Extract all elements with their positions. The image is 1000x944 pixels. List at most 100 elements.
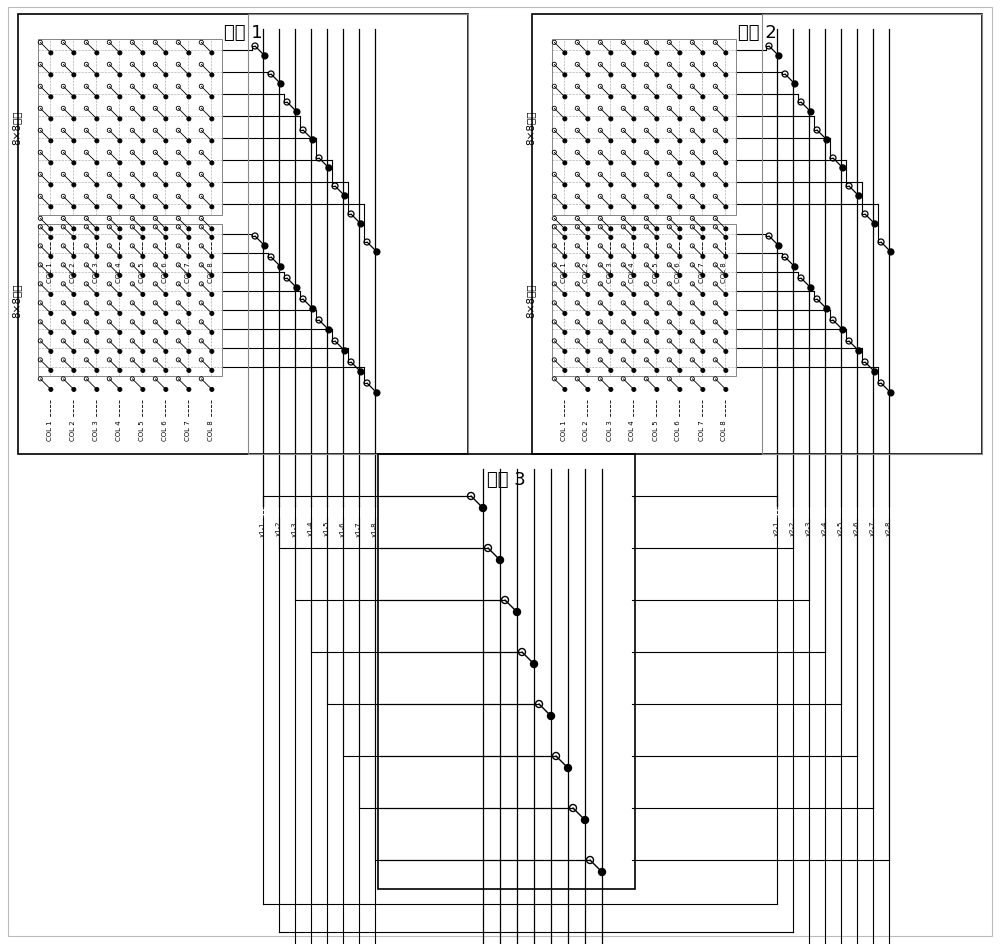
Circle shape	[164, 388, 168, 392]
Text: COL 7: COL 7	[185, 261, 191, 282]
Circle shape	[808, 286, 814, 292]
Circle shape	[563, 331, 567, 335]
Circle shape	[655, 140, 659, 143]
Circle shape	[187, 350, 191, 354]
Text: COL 8: COL 8	[208, 419, 214, 440]
Circle shape	[164, 369, 168, 373]
Circle shape	[294, 286, 300, 292]
Circle shape	[210, 312, 214, 316]
Circle shape	[678, 228, 682, 231]
Circle shape	[342, 194, 348, 200]
Circle shape	[678, 183, 682, 188]
Circle shape	[164, 183, 168, 188]
Circle shape	[187, 255, 191, 260]
Circle shape	[586, 274, 590, 278]
Circle shape	[701, 52, 705, 56]
Circle shape	[586, 206, 590, 210]
Circle shape	[118, 183, 122, 188]
Circle shape	[95, 350, 99, 354]
Circle shape	[141, 140, 145, 143]
Circle shape	[632, 228, 636, 231]
Text: COL 7: COL 7	[185, 419, 191, 440]
Circle shape	[701, 140, 705, 143]
Circle shape	[95, 228, 99, 231]
Text: x1-6: x1-6	[340, 520, 346, 536]
Circle shape	[118, 206, 122, 210]
Circle shape	[164, 95, 168, 100]
Circle shape	[118, 293, 122, 297]
Circle shape	[95, 331, 99, 335]
Circle shape	[609, 312, 613, 316]
Circle shape	[141, 228, 145, 231]
Circle shape	[95, 255, 99, 260]
Circle shape	[95, 293, 99, 297]
Circle shape	[655, 118, 659, 122]
Circle shape	[118, 161, 122, 166]
Circle shape	[792, 264, 798, 271]
Circle shape	[72, 312, 76, 316]
Text: COL 1: COL 1	[47, 419, 53, 440]
Circle shape	[164, 118, 168, 122]
Circle shape	[701, 228, 705, 231]
Text: COL 7: COL 7	[698, 261, 704, 282]
Circle shape	[678, 161, 682, 166]
Circle shape	[497, 557, 504, 564]
Circle shape	[141, 388, 145, 392]
Text: COL 4: COL 4	[630, 419, 636, 440]
Circle shape	[632, 161, 636, 166]
Circle shape	[678, 118, 682, 122]
Circle shape	[724, 52, 728, 56]
Circle shape	[118, 236, 122, 240]
Circle shape	[49, 140, 53, 143]
Circle shape	[632, 350, 636, 354]
Circle shape	[563, 206, 567, 210]
Text: COL 6: COL 6	[162, 419, 168, 440]
Circle shape	[632, 74, 636, 77]
Circle shape	[141, 183, 145, 188]
Circle shape	[164, 293, 168, 297]
Text: COL 5: COL 5	[652, 261, 658, 282]
Circle shape	[609, 183, 613, 188]
Circle shape	[95, 161, 99, 166]
Circle shape	[187, 293, 191, 297]
Circle shape	[632, 274, 636, 278]
Circle shape	[701, 312, 705, 316]
Circle shape	[95, 369, 99, 373]
Circle shape	[632, 118, 636, 122]
Circle shape	[118, 140, 122, 143]
Circle shape	[141, 274, 145, 278]
Bar	[18, 15, 468, 454]
Circle shape	[548, 713, 555, 719]
Circle shape	[210, 350, 214, 354]
Circle shape	[72, 255, 76, 260]
Circle shape	[141, 331, 145, 335]
Circle shape	[118, 331, 122, 335]
Circle shape	[609, 206, 613, 210]
Circle shape	[72, 228, 76, 231]
Text: COL 5: COL 5	[139, 261, 145, 282]
Circle shape	[187, 206, 191, 210]
Circle shape	[49, 369, 53, 373]
Circle shape	[294, 110, 300, 116]
Circle shape	[655, 161, 659, 166]
Circle shape	[678, 255, 682, 260]
Text: x2-7: x2-7	[870, 520, 876, 536]
Text: x1-7: x1-7	[356, 520, 362, 536]
Circle shape	[210, 236, 214, 240]
Circle shape	[326, 166, 332, 172]
Text: COL 2: COL 2	[584, 261, 590, 282]
Circle shape	[586, 293, 590, 297]
Circle shape	[72, 183, 76, 188]
Circle shape	[95, 74, 99, 77]
Circle shape	[586, 228, 590, 231]
Circle shape	[678, 312, 682, 316]
Circle shape	[655, 74, 659, 77]
Circle shape	[701, 206, 705, 210]
Circle shape	[187, 118, 191, 122]
Circle shape	[888, 249, 894, 256]
Circle shape	[808, 110, 814, 116]
Circle shape	[164, 274, 168, 278]
Text: COL 3: COL 3	[606, 419, 612, 440]
Circle shape	[632, 95, 636, 100]
Circle shape	[187, 274, 191, 278]
